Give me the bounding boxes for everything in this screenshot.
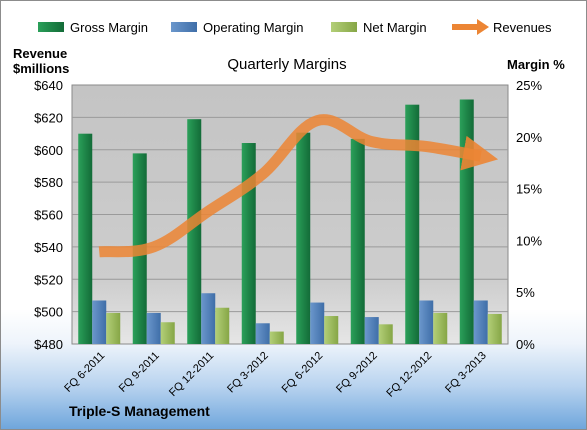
legend-label: Revenues <box>493 20 552 35</box>
chart-title: Quarterly Margins <box>227 56 346 73</box>
x-tick-label: FQ 6-2012 <box>280 350 326 396</box>
gross-margin-bar <box>296 132 311 344</box>
y-left-label-line1: Revenue <box>13 46 67 61</box>
x-axis-ticks: FQ 6-2011 FQ 9-2011 FQ 12-2011 FQ 3-2012 FQ … <box>62 350 489 400</box>
revenue-line <box>98 114 499 258</box>
left-tick-label: $540 <box>34 240 63 255</box>
legend-arrow-revenues <box>477 19 489 35</box>
net-margin-bar <box>160 322 175 344</box>
legend-label: Gross Margin <box>70 20 148 35</box>
gross-margin-bar <box>187 119 202 344</box>
right-tick-label: 0% <box>516 337 535 352</box>
x-tick-label: FQ 3-2013 <box>443 350 489 396</box>
operating-margin-bar <box>146 312 161 344</box>
operating-margin-bar <box>255 323 270 344</box>
gross-margin-bar <box>241 143 256 344</box>
right-tick-label: 25% <box>516 78 542 93</box>
x-tick-label: FQ 9-2011 <box>117 350 162 395</box>
left-tick-label: $640 <box>34 78 63 93</box>
operating-margin-bar <box>201 293 216 344</box>
operating-margin-bar <box>92 300 107 344</box>
operating-margin-bar <box>310 302 325 344</box>
left-tick-label: $620 <box>34 110 63 125</box>
net-margin-bar <box>269 331 284 344</box>
gross-margin-bar <box>459 99 474 344</box>
left-tick-label: $560 <box>34 208 63 223</box>
net-margin-bar <box>433 312 448 344</box>
gross-margin-bar <box>405 104 420 345</box>
legend-label: Net Margin <box>363 20 427 35</box>
legend-swatch-net-margin <box>331 22 357 32</box>
net-margin-bar <box>215 307 230 344</box>
left-tick-label: $580 <box>34 175 63 190</box>
y-left-label-line2: $millions <box>13 61 69 76</box>
operating-margin-bar <box>419 300 434 344</box>
x-tick-label: FQ 12-2011 <box>167 350 216 399</box>
right-tick-label: 20% <box>516 130 542 145</box>
x-tick-label: FQ 3-2012 <box>225 350 271 396</box>
operating-margin-bar <box>473 300 488 344</box>
left-tick-label: $500 <box>34 305 63 320</box>
net-margin-bar <box>487 313 502 344</box>
left-axis-ticks: $480 $500 $520 $540 $560 $580 $600 $620 $640 <box>34 78 63 352</box>
y-right-label: Margin % <box>507 57 565 72</box>
left-tick-label: $600 <box>34 143 63 158</box>
x-tick-label: FQ 6-2011 <box>62 350 107 395</box>
revenues-line <box>98 114 499 258</box>
legend-swatch-gross-margin <box>38 22 64 32</box>
legend-swatch-operating-margin <box>171 22 197 32</box>
right-axis-ticks: 0% 5% 10% 15% 20% 25% <box>516 78 542 352</box>
operating-margin-bar <box>364 317 379 344</box>
company-name: Triple-S Management <box>69 403 210 419</box>
legend: Gross Margin Operating Margin Net Margin Re… <box>38 19 552 35</box>
gross-margin-bar <box>350 138 365 344</box>
right-tick-label: 10% <box>516 233 542 248</box>
net-margin-bar <box>106 312 121 344</box>
legend-label: Operating Margin <box>203 20 303 35</box>
x-tick-label: FQ 9-2012 <box>334 350 380 396</box>
net-margin-bar <box>378 324 393 344</box>
gross-margin-bar <box>78 133 93 344</box>
x-tick-label: FQ 12-2012 <box>384 350 434 400</box>
right-tick-label: 5% <box>516 285 535 300</box>
left-tick-label: $520 <box>34 272 63 287</box>
net-margin-bar <box>324 316 339 344</box>
right-tick-label: 15% <box>516 182 542 197</box>
left-tick-label: $480 <box>34 337 63 352</box>
